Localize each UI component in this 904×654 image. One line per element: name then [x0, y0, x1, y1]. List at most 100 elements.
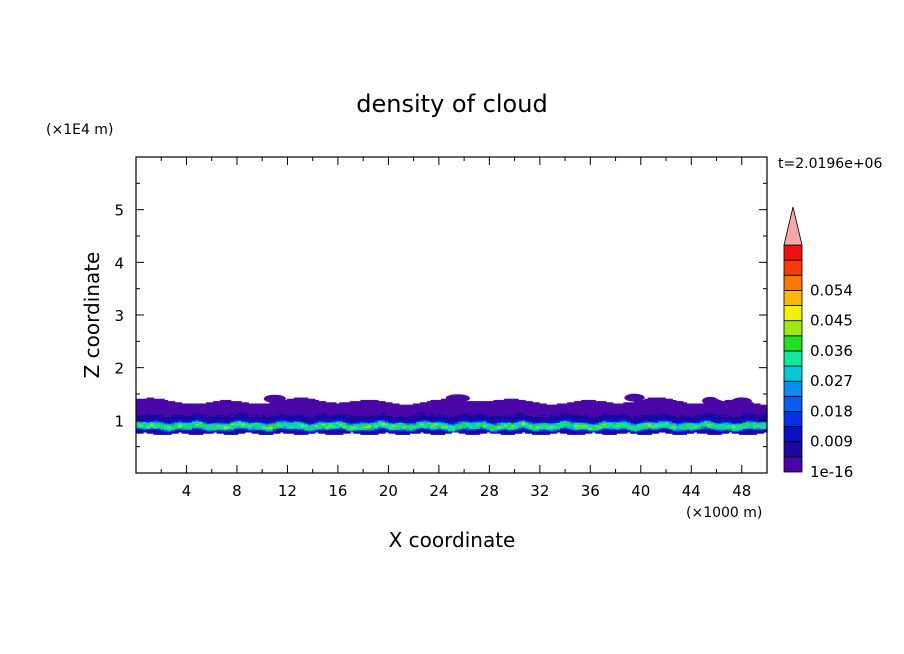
density-cell — [342, 416, 347, 419]
density-cell — [244, 407, 249, 409]
density-cell — [668, 416, 673, 419]
density-cell — [700, 423, 705, 426]
density-cell — [675, 405, 680, 408]
density-cell — [532, 403, 537, 406]
density-cell — [612, 426, 617, 428]
density-cell — [714, 431, 719, 434]
density-cell — [237, 408, 242, 410]
density-cell — [626, 407, 631, 409]
density-cell — [265, 411, 270, 414]
density-cell — [724, 404, 730, 407]
density-cell — [279, 402, 284, 405]
density-cell — [136, 414, 141, 416]
density-cell — [209, 420, 214, 422]
density-cell — [223, 416, 228, 419]
density-cell — [353, 411, 358, 414]
density-cell — [511, 431, 516, 434]
density-cell — [174, 416, 179, 419]
density-cell — [447, 430, 453, 433]
density-cell — [307, 428, 312, 431]
density-cell — [405, 430, 411, 433]
density-cell — [213, 403, 218, 406]
density-cell — [381, 423, 386, 426]
density-cell — [433, 415, 439, 418]
density-cell — [651, 414, 656, 416]
density-cell — [584, 430, 589, 433]
density-cell — [539, 414, 544, 416]
density-cell — [560, 426, 565, 428]
density-cell — [591, 410, 596, 413]
density-cell — [241, 410, 246, 413]
density-cell — [514, 420, 519, 422]
density-cell — [374, 402, 379, 405]
density-cell — [269, 409, 274, 412]
density-cell — [553, 431, 558, 434]
density-cell — [455, 427, 460, 429]
density-cell — [763, 405, 768, 408]
density-cell — [672, 427, 677, 429]
density-cell — [689, 428, 694, 431]
density-cell — [402, 418, 407, 421]
density-cell — [710, 429, 716, 432]
density-cell — [490, 417, 495, 420]
density-cell — [384, 402, 389, 405]
density-cell — [486, 401, 491, 403]
density-cell — [223, 429, 228, 432]
density-cell — [199, 411, 204, 414]
density-cell — [703, 407, 709, 409]
density-cell — [241, 421, 246, 424]
density-cell — [616, 405, 621, 408]
density-cell — [696, 426, 701, 428]
density-cell — [588, 426, 593, 428]
density-cell — [360, 412, 365, 415]
density-cell — [174, 417, 179, 420]
density-cell — [447, 414, 453, 416]
density-cell — [528, 424, 533, 427]
density-cell — [703, 428, 709, 431]
density-cell — [202, 414, 207, 416]
density-cell — [465, 416, 470, 419]
density-cell — [581, 403, 586, 406]
density-cell — [195, 431, 200, 434]
density-cell — [370, 431, 375, 434]
density-cell — [668, 421, 673, 424]
density-cell — [560, 403, 565, 406]
density-cell — [353, 412, 358, 415]
density-cell — [440, 412, 446, 415]
density-cell — [742, 417, 747, 420]
density-cell — [283, 418, 288, 421]
density-cell — [174, 404, 179, 407]
density-cell — [731, 423, 737, 426]
density-cell — [644, 407, 649, 409]
density-cell — [311, 405, 316, 408]
density-cell — [661, 402, 666, 405]
density-cell — [381, 405, 386, 408]
density-cell — [672, 403, 677, 406]
density-cell — [714, 433, 719, 435]
density-cell — [384, 409, 389, 412]
density-cell — [710, 430, 716, 433]
density-cell — [759, 411, 765, 414]
density-cell — [300, 402, 305, 405]
density-cell — [395, 414, 400, 416]
density-cell — [595, 431, 600, 434]
density-cell — [412, 411, 418, 414]
density-cell — [367, 428, 372, 431]
density-cell — [304, 428, 309, 431]
density-cell — [745, 422, 751, 425]
density-cell — [269, 424, 274, 427]
density-cell — [419, 410, 425, 413]
density-cell — [157, 404, 162, 407]
density-cell — [227, 410, 232, 413]
density-cell — [581, 421, 586, 424]
density-cell — [570, 417, 575, 420]
density-cell — [433, 418, 439, 421]
density-cell — [206, 408, 211, 410]
density-cell — [356, 404, 361, 407]
density-cell — [346, 416, 351, 419]
density-cell — [752, 412, 758, 415]
density-cell — [307, 427, 312, 429]
density-cell — [265, 422, 270, 425]
density-cell — [689, 410, 694, 413]
density-cell — [654, 415, 659, 418]
